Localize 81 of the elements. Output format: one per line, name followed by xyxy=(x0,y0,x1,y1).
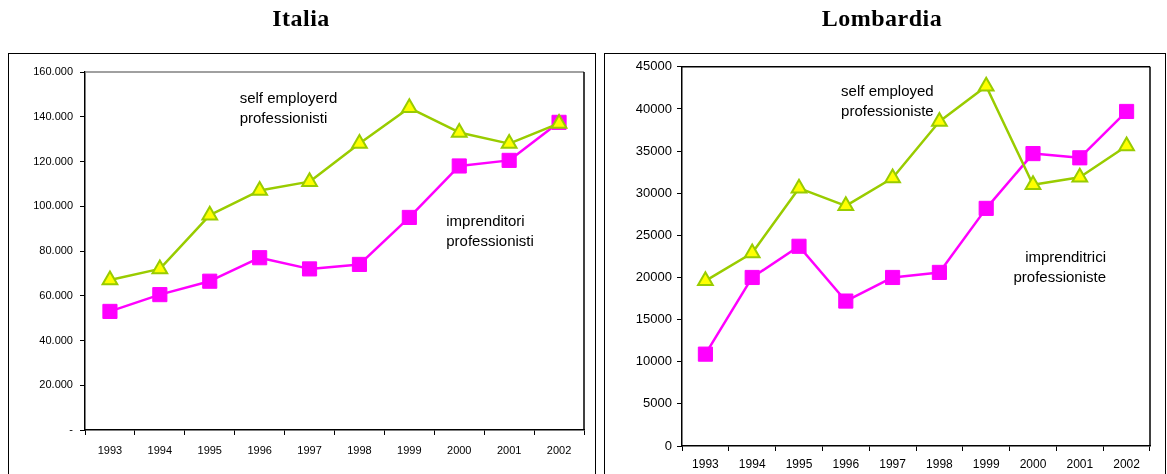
x-tick-label: 1997 xyxy=(879,456,907,471)
point xyxy=(838,293,854,309)
y-tick-label: 140.000 xyxy=(33,109,73,122)
series-label: imprenditori professionisti xyxy=(446,212,534,250)
x-tick-label: 1993 xyxy=(692,456,720,471)
point xyxy=(152,287,168,303)
point xyxy=(931,112,948,127)
y-tick-label: 80.000 xyxy=(39,244,73,257)
x-tick-label: 1998 xyxy=(926,456,954,471)
y-tick-label: 120.000 xyxy=(33,154,73,167)
point xyxy=(400,98,418,114)
series-label: self employed professioniste xyxy=(841,81,934,119)
x-tick-label: 1993 xyxy=(97,443,123,456)
point xyxy=(697,346,713,362)
text: imprenditrici professioniste xyxy=(1013,248,1107,286)
x-tick-label: 1999 xyxy=(972,456,1000,471)
point xyxy=(791,238,807,254)
point xyxy=(884,168,901,184)
point xyxy=(101,270,119,286)
x-tick-label: 2002 xyxy=(1113,456,1141,471)
y-tick-label: 20.000 xyxy=(39,378,73,391)
point xyxy=(201,205,219,221)
point xyxy=(1024,175,1042,191)
point xyxy=(977,76,995,92)
x-tick-label: 2000 xyxy=(447,443,472,456)
y-tick-label: 60.000 xyxy=(39,288,73,301)
point xyxy=(401,209,417,226)
point xyxy=(252,250,268,266)
chart-title: Lombardia xyxy=(820,5,944,32)
x-tick-label: 2002 xyxy=(546,443,572,456)
y-tick-label: 5000 xyxy=(643,395,672,411)
series-label: self employerd professionisti xyxy=(239,88,338,126)
point xyxy=(837,196,855,212)
point xyxy=(301,261,318,277)
point xyxy=(151,259,169,275)
y-tick-label: 15000 xyxy=(635,311,672,327)
x-tick-label: 2001 xyxy=(1066,456,1094,471)
x-tick-label: 2001 xyxy=(496,443,522,456)
x-tick-label: 1995 xyxy=(785,456,813,471)
point xyxy=(501,152,517,168)
x-tick-label: 2000 xyxy=(1019,456,1047,471)
y-tick-label: 100.000 xyxy=(33,199,73,212)
point xyxy=(202,273,218,289)
point xyxy=(790,178,808,194)
y-tick-label: - xyxy=(69,423,74,436)
point xyxy=(500,134,518,149)
y-tick-label: 30000 xyxy=(635,184,672,200)
x-tick-label: 1998 xyxy=(347,443,372,456)
point xyxy=(102,303,118,319)
x-tick-label: 1996 xyxy=(832,456,860,471)
point xyxy=(450,122,468,138)
point xyxy=(885,269,901,286)
y-tick-label: 40.000 xyxy=(39,333,73,346)
point xyxy=(451,158,467,174)
point xyxy=(1072,150,1088,166)
point xyxy=(301,172,318,187)
y-tick-label: 20000 xyxy=(635,269,672,285)
point xyxy=(978,200,994,216)
point xyxy=(697,271,714,287)
x-tick-label: 1995 xyxy=(197,443,222,456)
x-tick-label: 1997 xyxy=(297,443,322,456)
y-tick-label: 10000 xyxy=(635,353,672,369)
point xyxy=(931,264,947,280)
point xyxy=(351,134,368,149)
point xyxy=(743,243,761,259)
y-tick-label: 160.000 xyxy=(33,65,73,78)
y-tick-label: 45000 xyxy=(635,58,672,74)
y-tick-label: 25000 xyxy=(635,226,672,242)
chart-title: Italia xyxy=(271,5,331,32)
y-tick-label: 0 xyxy=(664,437,672,453)
x-tick-label: 1994 xyxy=(147,443,173,456)
point xyxy=(1118,136,1135,152)
y-tick-label: 40000 xyxy=(635,100,672,116)
x-tick-label: 1994 xyxy=(738,456,766,471)
point xyxy=(1071,167,1089,183)
x-tick-label: 1999 xyxy=(397,443,422,456)
x-tick-label: 1996 xyxy=(247,443,272,456)
point xyxy=(251,181,269,196)
point xyxy=(351,256,368,272)
y-tick-label: 35000 xyxy=(635,142,672,158)
point xyxy=(744,269,760,286)
